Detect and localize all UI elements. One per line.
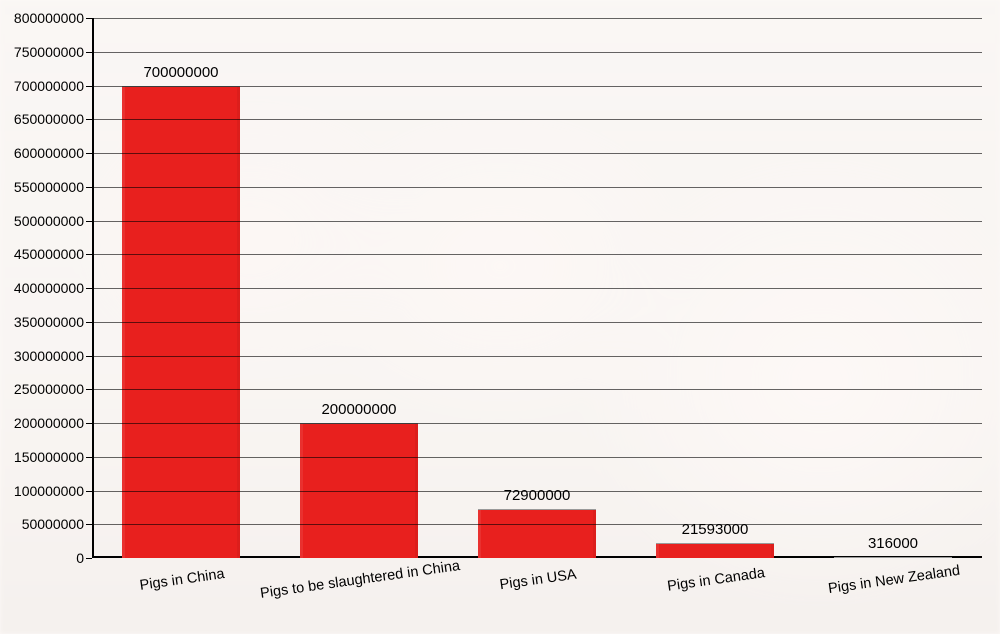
y-tick-label: 300000000 — [14, 348, 92, 364]
grid-line — [92, 356, 982, 357]
grid-line — [92, 153, 982, 154]
grid-line — [92, 119, 982, 120]
grid-line — [92, 322, 982, 323]
bar-value-label: 200000000 — [321, 401, 396, 418]
grid-line — [92, 86, 982, 87]
bar-value-label: 316000 — [868, 535, 918, 552]
x-tick-label: Pigs to be slaughtered in China — [259, 558, 461, 602]
grid-line — [92, 52, 982, 53]
grid-line — [92, 524, 982, 525]
y-tick-label: 600000000 — [14, 145, 92, 161]
grid-line — [92, 18, 982, 19]
y-tick-label: 250000000 — [14, 381, 92, 397]
y-tick-label: 0 — [76, 550, 92, 566]
grid-line — [92, 457, 982, 458]
x-tick-label: Pigs in Canada — [666, 565, 766, 595]
y-tick-label: 450000000 — [14, 246, 92, 262]
bar-chart: 700000000 200000000 72900000 21593000 316000… — [0, 0, 1000, 634]
grid-line — [92, 221, 982, 222]
bar: 21593000 — [656, 543, 773, 558]
grid-line — [92, 491, 982, 492]
y-tick-label: 50000000 — [22, 516, 92, 532]
y-tick-label: 200000000 — [14, 415, 92, 431]
grid-line — [92, 423, 982, 424]
y-tick-label: 100000000 — [14, 483, 92, 499]
x-tick-label: Pigs in China — [139, 566, 226, 594]
y-tick-label: 700000000 — [14, 78, 92, 94]
bar: 316000 — [834, 557, 951, 558]
y-tick-label: 350000000 — [14, 314, 92, 330]
y-tick-label: 650000000 — [14, 111, 92, 127]
grid-line — [92, 389, 982, 390]
y-tick-label: 500000000 — [14, 213, 92, 229]
grid-line — [92, 288, 982, 289]
x-tick-label: Pigs in New Zealand — [827, 563, 961, 597]
x-tick-label: Pigs in USA — [499, 567, 578, 594]
bar-value-label: 700000000 — [143, 64, 218, 81]
y-tick-label: 550000000 — [14, 179, 92, 195]
plot-area: 700000000 200000000 72900000 21593000 316000… — [92, 18, 982, 558]
grid-line — [92, 254, 982, 255]
y-tick-label: 400000000 — [14, 280, 92, 296]
y-tick-label: 800000000 — [14, 10, 92, 26]
bar-value-label: 72900000 — [504, 487, 571, 504]
y-tick-label: 150000000 — [14, 449, 92, 465]
grid-line — [92, 187, 982, 188]
bar: 72900000 — [478, 509, 595, 558]
y-tick-label: 750000000 — [14, 44, 92, 60]
